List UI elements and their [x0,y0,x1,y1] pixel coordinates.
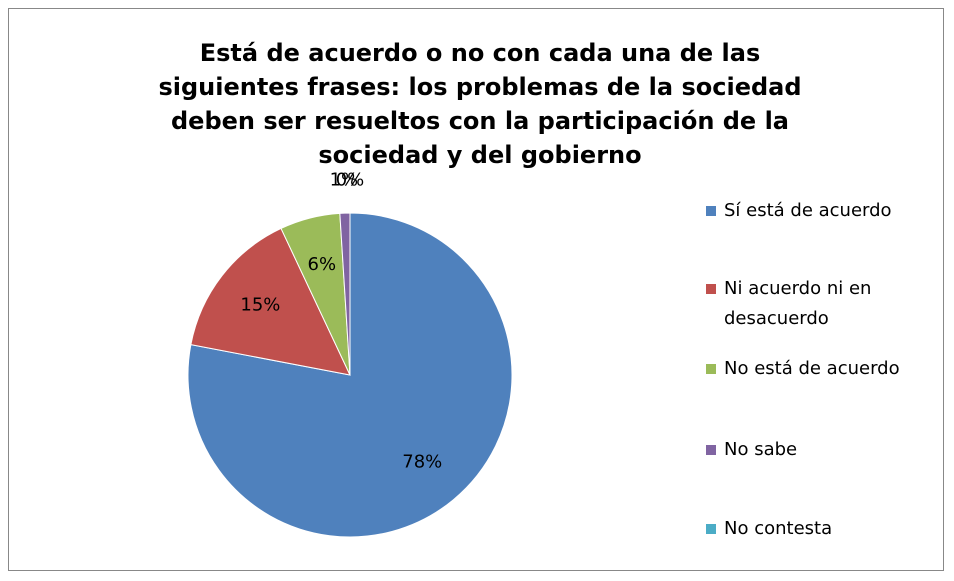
legend-item: Sí está de acuerdo [706,196,954,226]
legend-swatch [706,445,716,455]
legend-swatch [706,524,716,534]
legend-item: No está de acuerdo [706,354,954,384]
legend-item: No sabe [706,435,954,465]
data-label: 15% [240,294,280,315]
legend-item: No contesta [706,514,954,544]
legend-label: Sí está de acuerdo [724,200,892,221]
chart-frame [8,8,944,571]
chart-title: Está de acuerdo o no con cada una de las… [158,39,802,169]
legend-label: Ni acuerdo ni en desacuerdo [724,278,872,329]
legend-swatch [706,284,716,294]
data-label: 1% [330,170,359,191]
data-label: 78% [402,451,442,472]
legend-label: No contesta [724,518,833,539]
data-label: 6% [308,254,337,275]
legend-label: No sabe [724,439,798,460]
legend-swatch [706,206,716,216]
legend-item: Ni acuerdo ni en desacuerdo [706,274,894,334]
pie-slice [190,227,351,376]
legend-label: No está de acuerdo [724,358,900,379]
data-label: 0% [336,170,365,191]
legend-swatch [706,364,716,374]
